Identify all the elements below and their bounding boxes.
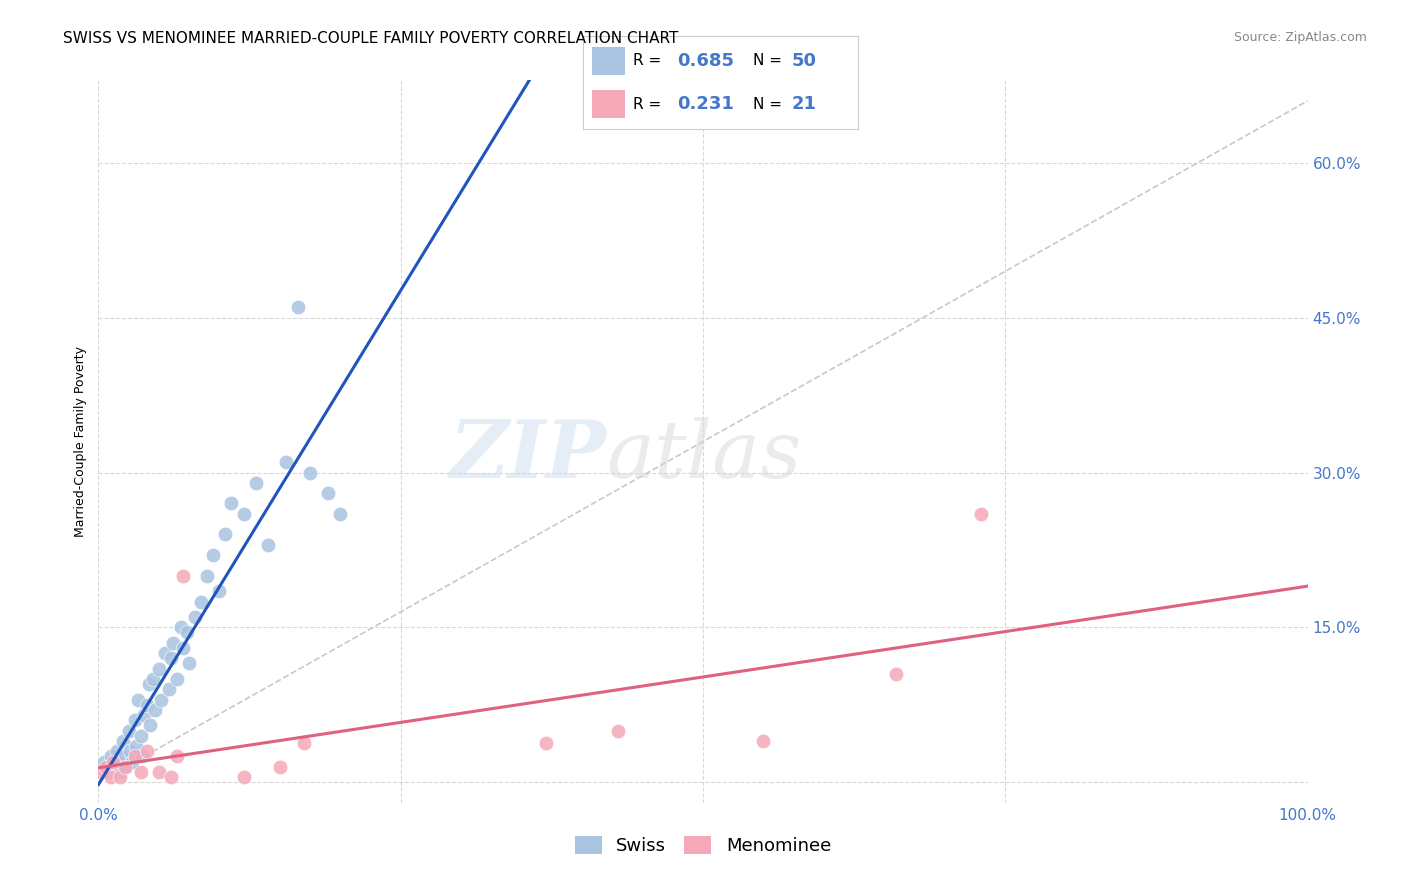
Text: 0.685: 0.685 xyxy=(676,52,734,70)
Point xyxy=(190,594,212,608)
Point xyxy=(121,755,143,769)
Point xyxy=(256,538,278,552)
FancyBboxPatch shape xyxy=(592,90,624,118)
Point xyxy=(138,677,160,691)
Text: N =: N = xyxy=(754,96,787,112)
Point xyxy=(202,548,225,562)
Point xyxy=(105,744,128,758)
Point xyxy=(232,507,254,521)
Point xyxy=(100,770,122,784)
Point xyxy=(166,672,188,686)
Point xyxy=(169,620,191,634)
Point xyxy=(245,475,267,490)
Point xyxy=(148,662,170,676)
Point xyxy=(287,301,309,315)
Point xyxy=(148,764,170,779)
Text: 50: 50 xyxy=(792,52,817,70)
Point xyxy=(97,764,120,779)
Text: Source: ZipAtlas.com: Source: ZipAtlas.com xyxy=(1233,31,1367,45)
Point xyxy=(108,764,131,779)
Text: N =: N = xyxy=(754,54,787,69)
Point xyxy=(184,610,207,624)
Point xyxy=(142,672,165,686)
Point xyxy=(124,749,146,764)
Point xyxy=(292,736,315,750)
Point xyxy=(166,749,188,764)
Point xyxy=(299,466,322,480)
Point xyxy=(316,486,339,500)
Point xyxy=(101,755,124,769)
Point xyxy=(93,755,115,769)
Text: SWISS VS MENOMINEE MARRIED-COUPLE FAMILY POVERTY CORRELATION CHART: SWISS VS MENOMINEE MARRIED-COUPLE FAMILY… xyxy=(63,31,679,46)
Point xyxy=(153,646,176,660)
Point xyxy=(114,749,136,764)
Point xyxy=(176,625,198,640)
Y-axis label: Married-Couple Family Poverty: Married-Couple Family Poverty xyxy=(75,346,87,537)
Legend: Swiss, Menominee: Swiss, Menominee xyxy=(568,829,838,863)
Text: 0.231: 0.231 xyxy=(676,95,734,113)
Point xyxy=(131,749,153,764)
Point xyxy=(752,734,775,748)
Point xyxy=(172,568,194,582)
Point xyxy=(118,744,141,758)
Point xyxy=(107,755,129,769)
Point xyxy=(274,455,297,469)
Point xyxy=(143,703,166,717)
Point xyxy=(135,698,157,712)
Point xyxy=(162,636,184,650)
Text: 21: 21 xyxy=(792,95,817,113)
Point xyxy=(114,760,136,774)
Point xyxy=(101,760,124,774)
Point xyxy=(160,651,183,665)
Text: atlas: atlas xyxy=(606,417,801,495)
Point xyxy=(129,764,152,779)
Point xyxy=(134,708,156,723)
Point xyxy=(139,718,162,732)
Point xyxy=(886,666,908,681)
Point xyxy=(108,770,131,784)
Point xyxy=(124,713,146,727)
Point xyxy=(172,640,194,655)
Point xyxy=(125,739,148,753)
Point xyxy=(179,657,201,671)
Point xyxy=(534,736,557,750)
Point xyxy=(118,723,141,738)
Point xyxy=(94,760,117,774)
Point xyxy=(115,760,138,774)
Point xyxy=(135,744,157,758)
Point xyxy=(269,760,291,774)
Point xyxy=(111,734,134,748)
Point xyxy=(100,749,122,764)
Point xyxy=(127,692,149,706)
Text: ZIP: ZIP xyxy=(450,417,606,495)
Point xyxy=(607,723,630,738)
Point xyxy=(150,692,173,706)
Text: R =: R = xyxy=(633,54,666,69)
Point xyxy=(129,729,152,743)
Point xyxy=(329,507,352,521)
Point xyxy=(214,527,236,541)
Point xyxy=(221,496,243,510)
Point xyxy=(208,584,231,599)
Text: R =: R = xyxy=(633,96,666,112)
FancyBboxPatch shape xyxy=(592,47,624,75)
Point xyxy=(157,682,180,697)
Point xyxy=(91,764,114,779)
Point xyxy=(160,770,183,784)
Point xyxy=(195,568,218,582)
Point xyxy=(232,770,254,784)
Point xyxy=(970,507,993,521)
